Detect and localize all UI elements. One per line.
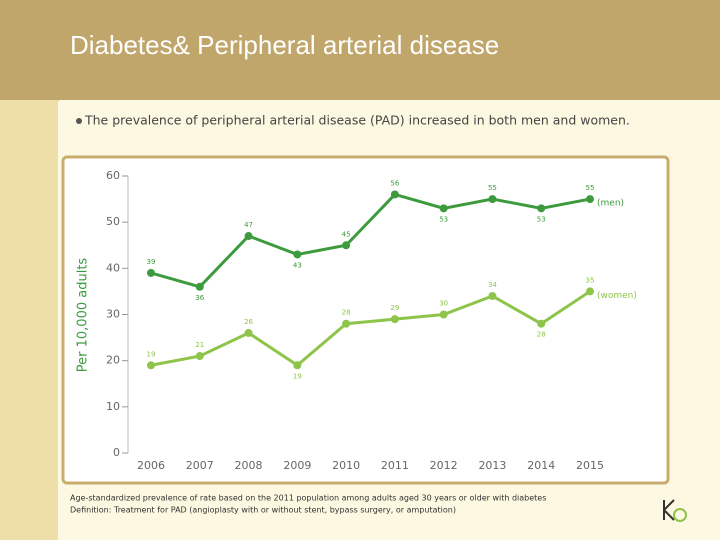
x-tick-label: 2013 bbox=[478, 459, 506, 472]
point bbox=[390, 315, 399, 324]
data-label: 36 bbox=[195, 294, 204, 302]
x-tick-label: 2009 bbox=[283, 459, 311, 472]
header-band bbox=[0, 0, 720, 102]
point bbox=[293, 361, 302, 370]
data-label: 53 bbox=[537, 215, 546, 223]
data-label: 53 bbox=[439, 215, 448, 223]
data-label: 21 bbox=[195, 341, 204, 349]
point bbox=[195, 282, 204, 291]
footnote: Age-standardized prevalence of rate base… bbox=[70, 494, 546, 503]
y-tick-label: 10 bbox=[106, 400, 120, 413]
point bbox=[244, 328, 253, 337]
x-tick-label: 2015 bbox=[576, 459, 604, 472]
point bbox=[586, 195, 594, 204]
data-label: 30 bbox=[439, 300, 448, 308]
y-tick-label: 50 bbox=[106, 215, 120, 228]
point bbox=[439, 310, 448, 319]
y-tick-label: 40 bbox=[106, 261, 120, 274]
data-label: 43 bbox=[293, 261, 302, 269]
left-band bbox=[0, 100, 58, 540]
point bbox=[342, 319, 351, 328]
x-tick-label: 2006 bbox=[137, 459, 165, 472]
data-label: 29 bbox=[390, 304, 399, 312]
data-label: 19 bbox=[293, 372, 302, 380]
point bbox=[537, 204, 546, 213]
data-label: 34 bbox=[488, 281, 497, 289]
x-tick-label: 2012 bbox=[430, 459, 458, 472]
y-tick-label: 30 bbox=[106, 308, 120, 321]
point bbox=[244, 232, 253, 241]
x-tick-label: 2010 bbox=[332, 459, 360, 472]
bullet-text: The prevalence of peripheral arterial di… bbox=[84, 113, 630, 128]
point bbox=[488, 195, 497, 204]
x-tick-label: 2014 bbox=[527, 459, 555, 472]
chart-panel bbox=[61, 155, 670, 485]
data-label: 28 bbox=[342, 309, 351, 317]
point bbox=[439, 204, 448, 213]
logo-mark bbox=[673, 508, 687, 522]
bullet-dot bbox=[76, 118, 82, 124]
data-label: 55 bbox=[488, 184, 497, 192]
y-axis-label: Per 10,000 adults bbox=[76, 258, 91, 373]
data-label: 28 bbox=[537, 331, 546, 339]
data-label: 47 bbox=[244, 221, 253, 229]
data-label: 45 bbox=[342, 230, 351, 238]
point bbox=[390, 190, 399, 199]
series-line bbox=[150, 192, 591, 289]
series-label: (women) bbox=[597, 291, 637, 301]
x-tick-label: 2011 bbox=[381, 459, 409, 472]
point bbox=[488, 292, 497, 301]
data-label: 35 bbox=[586, 276, 595, 284]
point bbox=[147, 268, 155, 277]
y-tick-label: 0 bbox=[113, 446, 120, 459]
data-label: 26 bbox=[244, 318, 253, 326]
data-label: 56 bbox=[390, 179, 399, 187]
data-label: 55 bbox=[586, 184, 595, 192]
point bbox=[342, 241, 351, 250]
data-label: 39 bbox=[147, 258, 156, 266]
title: Diabetes& Peripheral arterial disease bbox=[70, 30, 499, 60]
data-label: 19 bbox=[147, 350, 156, 358]
y-tick-label: 20 bbox=[106, 354, 120, 367]
footnote: Definition: Treatment for PAD (angioplas… bbox=[70, 506, 456, 515]
logo bbox=[663, 499, 687, 522]
x-tick-label: 2008 bbox=[235, 459, 263, 472]
logo-k bbox=[663, 499, 675, 521]
point bbox=[147, 361, 155, 370]
point bbox=[537, 319, 546, 328]
x-tick-label: 2007 bbox=[186, 459, 214, 472]
point bbox=[293, 250, 302, 259]
point bbox=[586, 287, 594, 296]
series-label: (men) bbox=[597, 199, 624, 209]
series-line bbox=[150, 290, 591, 368]
point bbox=[195, 352, 204, 361]
y-tick-label: 60 bbox=[106, 169, 120, 182]
